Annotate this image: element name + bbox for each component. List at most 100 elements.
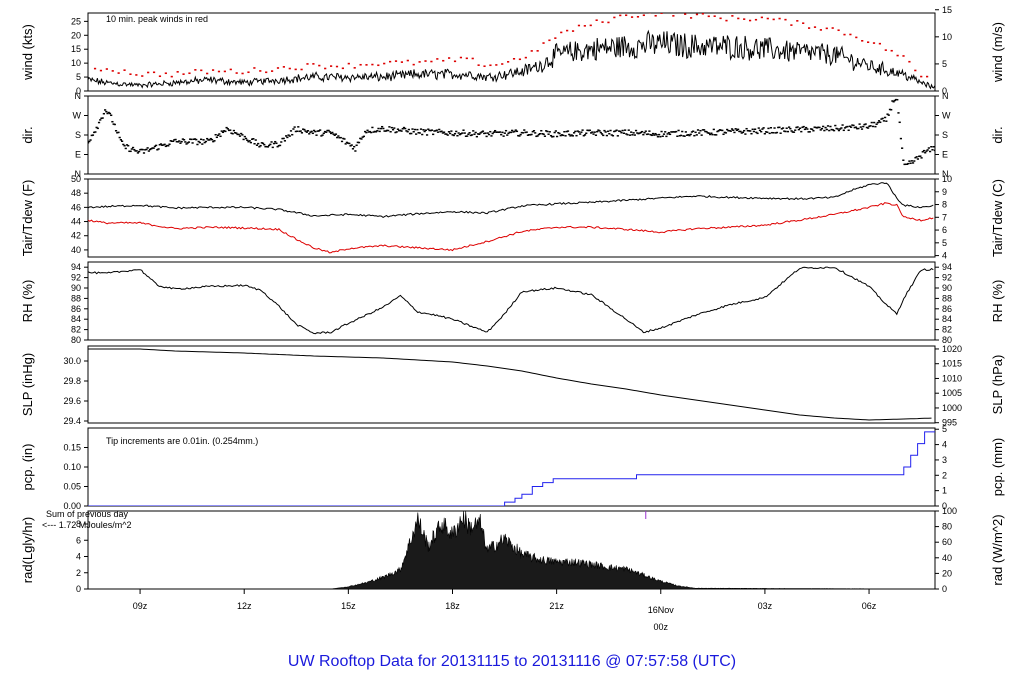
wind-direction-point <box>444 133 447 135</box>
wind-left-tick-label: 10 <box>71 58 81 68</box>
wind-direction-point <box>654 132 657 135</box>
wind-direction-point <box>349 145 352 147</box>
wind-direction-point <box>204 140 208 143</box>
wind-direction-point <box>904 163 907 166</box>
wind-direction-point <box>94 131 97 133</box>
wind-direction-point <box>373 130 376 133</box>
peak-wind-point <box>442 59 445 62</box>
wind-direction-point <box>716 130 719 133</box>
wind-direction-point <box>96 127 99 130</box>
wind-direction-point <box>752 130 755 133</box>
wind-direction-point <box>798 127 802 129</box>
rad-right-tick-label: 80 <box>942 522 952 532</box>
wind-direction-point <box>557 131 560 134</box>
wind-direction-point <box>656 135 660 138</box>
wind-direction-point <box>180 140 183 143</box>
wind-direction-point <box>412 130 415 133</box>
wind-direction-point <box>746 129 749 132</box>
wind-direction-point <box>387 129 390 132</box>
wind-direction-point <box>781 127 785 129</box>
wind-direction-point <box>197 140 200 143</box>
wind-direction-point <box>494 129 497 132</box>
wind-direction-point <box>803 128 807 131</box>
wind-direction-point <box>381 125 384 128</box>
wind-direction-point <box>813 126 816 128</box>
wind-direction-point <box>334 133 338 135</box>
wind-direction-point <box>390 126 393 129</box>
wind-direction-point <box>203 141 206 144</box>
wind-direction-point <box>450 130 453 132</box>
slp-right-tick-label: 1005 <box>942 388 962 398</box>
wind-direction-point <box>611 134 615 137</box>
wind-direction-point <box>733 131 736 134</box>
rad-right-tick-label: 20 <box>942 568 952 578</box>
wind-direction-point <box>569 135 572 137</box>
peak-wind-point <box>813 26 817 28</box>
peak-wind-point <box>672 15 675 17</box>
wind-direction-point <box>670 131 673 133</box>
wind-direction-point <box>88 140 91 143</box>
wind-direction-point <box>345 141 348 144</box>
rad-left-tick-label: 6 <box>76 535 81 545</box>
wind-direction-point <box>118 136 121 139</box>
wind-direction-point <box>302 128 305 130</box>
peak-wind-point <box>908 60 911 63</box>
wind-direction-point <box>473 133 476 135</box>
peak-wind-point <box>914 69 917 72</box>
peak-wind-point <box>884 49 887 51</box>
wind-direction-point <box>660 130 663 133</box>
wind-direction-point <box>841 124 844 126</box>
wind-direction-point <box>405 130 408 132</box>
wind-direction-point <box>422 129 425 131</box>
wind-direction-point <box>570 134 573 136</box>
wind-direction-point <box>175 140 178 143</box>
wind-direction-point <box>763 132 766 135</box>
wind-direction-point <box>379 127 383 130</box>
temp-right-tick-label: 9 <box>942 187 947 197</box>
rh-left-tick-label: 80 <box>71 335 81 345</box>
wind-direction-point <box>170 140 174 143</box>
peak-wind-point <box>607 21 610 24</box>
wind-direction-point <box>351 148 355 150</box>
x-tick-label: 12z <box>237 601 252 611</box>
peak-wind-point <box>926 75 929 78</box>
wind-direction-point <box>675 130 678 133</box>
wind-direction-point <box>295 130 299 133</box>
wind-direction-point <box>320 135 323 137</box>
wind-direction-point <box>393 127 396 129</box>
wind-direction-point <box>242 138 245 141</box>
slp-frame <box>87 345 936 424</box>
wind-direction-point <box>253 142 256 145</box>
peak-wind-point <box>619 14 622 17</box>
wind-direction-point <box>360 138 363 140</box>
wind-direction-point <box>303 128 306 131</box>
wind-direction-point <box>875 123 878 125</box>
wind-direction-point <box>484 132 487 134</box>
wind-direction-point <box>688 134 691 137</box>
wind-direction-point <box>563 130 566 133</box>
wind-direction-point <box>717 130 720 132</box>
wind-direction-point <box>709 133 712 136</box>
wind-direction-point <box>199 138 203 141</box>
wind-direction-point <box>468 132 471 134</box>
wind-direction-point <box>155 144 158 147</box>
wind-direction-point <box>326 129 329 132</box>
peak-wind-point <box>636 15 640 18</box>
dir-left-tick-label: E <box>75 150 81 160</box>
wind-direction-point <box>888 108 892 111</box>
rh-left-axis-label: RH (%) <box>20 280 35 323</box>
pcp-right-tick-label: 0 <box>942 501 947 511</box>
wind-direction-point <box>470 134 474 136</box>
wind-direction-point <box>908 160 911 162</box>
wind-speed-line <box>88 29 935 90</box>
wind-direction-point <box>234 132 237 134</box>
wind-direction-point <box>627 129 630 131</box>
wind-direction-point <box>348 142 351 145</box>
wind-direction-point <box>859 126 862 128</box>
wind-direction-point <box>480 131 483 133</box>
peak-wind-point <box>430 60 433 63</box>
slp-right-tick-label: 1010 <box>942 373 962 383</box>
peak-wind-point <box>141 75 144 77</box>
peak-wind-point <box>164 72 167 75</box>
wind-direction-point <box>621 129 624 132</box>
